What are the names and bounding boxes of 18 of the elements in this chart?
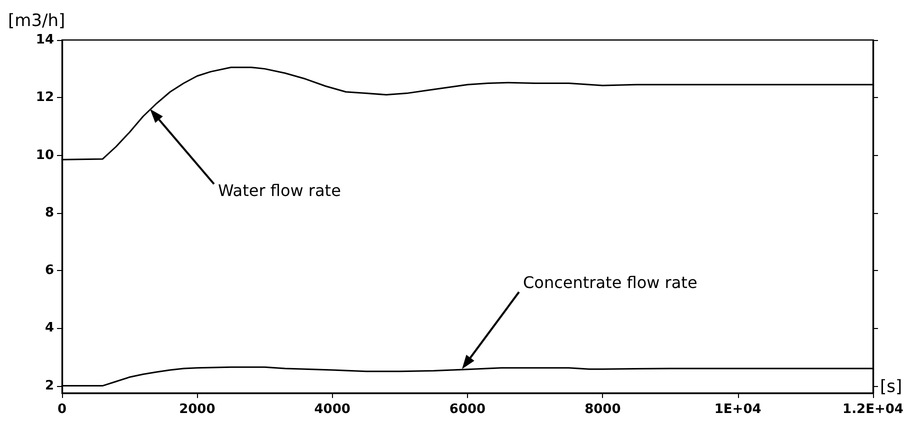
y-tick-label: 10 <box>36 148 54 163</box>
y-tick-label: 12 <box>36 90 54 106</box>
y-axis-title: [m3/h] <box>8 11 66 31</box>
annotation: Water flow rate <box>218 181 341 200</box>
y-tick-label: 4 <box>44 320 54 336</box>
y-tick-label: 8 <box>44 205 54 220</box>
x-tick-label: 8000 <box>584 402 621 417</box>
x-tick-label: 1E+04 <box>714 402 762 417</box>
x-tick-label: 6000 <box>449 402 486 417</box>
annotation: Concentrate flow rate <box>523 273 698 292</box>
x-axis-title: [s] <box>880 377 902 397</box>
x-tick-label: 0 <box>57 402 67 417</box>
y-tick-label: 2 <box>44 378 54 394</box>
y-tick-label: 14 <box>36 32 54 48</box>
y-tick-label: 6 <box>44 263 54 278</box>
x-tick-label: 1.2E+04 <box>842 402 904 417</box>
x-tick-label: 4000 <box>314 402 350 417</box>
x-tick-label: 2000 <box>179 402 216 417</box>
